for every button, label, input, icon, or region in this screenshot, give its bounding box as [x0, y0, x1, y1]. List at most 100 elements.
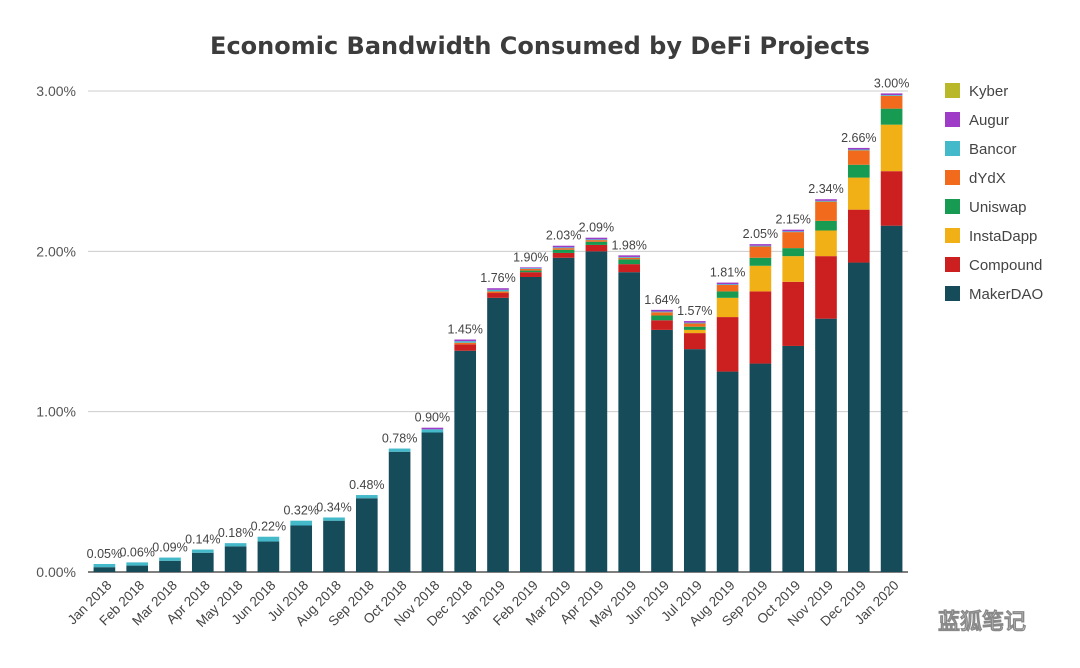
bar-segment-bancor — [749, 245, 772, 247]
total-label: 1.45% — [447, 323, 482, 337]
bar-segment-bancor — [290, 520, 313, 526]
bar-segment-makerdao — [683, 349, 706, 572]
bar-segment-bancor — [519, 268, 542, 269]
bar-segment-augur — [519, 267, 542, 269]
bar-segment-instadapp — [782, 256, 805, 282]
total-label: 0.18% — [218, 526, 253, 540]
bar-segment-bancor — [847, 149, 870, 151]
bar-segment-dydx — [749, 246, 772, 258]
bar-segment-bancor — [487, 289, 509, 292]
bar-segment-makerdao — [585, 251, 608, 573]
bar-segment-bancor — [618, 256, 641, 258]
bar-segment-makerdao — [716, 371, 739, 572]
bar-segment-augur — [552, 245, 575, 248]
bar-segment-augur — [749, 244, 772, 246]
legend-swatch-augur — [945, 112, 960, 127]
total-label: 1.98% — [611, 238, 646, 252]
legend-swatch-instadapp — [945, 228, 960, 243]
bar-segment-instadapp — [716, 297, 739, 318]
legend-label-makerdao: MakerDAO — [969, 286, 1043, 303]
bars — [93, 93, 903, 573]
bar-segment-dydx — [880, 95, 903, 109]
bar-segment-uniswap — [749, 257, 772, 266]
bar-segment-augur — [421, 427, 444, 430]
bar-segment-bancor — [880, 95, 903, 96]
total-label: 2.34% — [808, 182, 843, 196]
bar-segment-bancor — [454, 341, 477, 343]
bar-segment-bancor — [355, 495, 378, 499]
bar-segment-uniswap — [847, 164, 870, 178]
bar-segment-dydx — [651, 312, 673, 316]
bar-segment-compound — [487, 293, 509, 298]
total-label: 1.64% — [644, 293, 679, 307]
bar-segment-makerdao — [782, 345, 805, 572]
bar-segment-makerdao — [323, 520, 345, 572]
bar-segment-bancor — [126, 562, 149, 566]
total-label: 1.90% — [513, 250, 548, 264]
y-tick-label: 3.00% — [36, 83, 76, 99]
legend-swatch-dydx — [945, 170, 960, 185]
bar-segment-compound — [716, 317, 739, 372]
bar-segment-compound — [618, 264, 641, 273]
total-label: 2.66% — [841, 131, 876, 145]
legend-swatch-bancor — [945, 141, 960, 156]
legend-swatch-compound — [945, 257, 960, 272]
bar-segment-augur — [847, 147, 870, 150]
bar-segment-augur — [585, 237, 608, 240]
bar-segment-uniswap — [552, 249, 575, 253]
bar-segment-compound — [847, 209, 870, 263]
bar-segment-dydx — [585, 240, 608, 242]
legend-label-compound: Compound — [969, 257, 1042, 274]
bar-segment-instadapp — [815, 230, 837, 257]
bar-segment-compound — [880, 171, 903, 226]
legend-label-dydx: dYdX — [969, 170, 1006, 187]
bar-segment-compound — [651, 320, 673, 330]
bar-segment-instadapp — [683, 329, 706, 334]
bar-segment-bancor — [388, 448, 411, 452]
bar-segment-makerdao — [454, 350, 477, 572]
bar-segment-dydx — [618, 257, 641, 260]
total-label: 2.05% — [743, 227, 778, 241]
bar-segment-dydx — [847, 150, 870, 165]
bar-segment-uniswap — [683, 326, 706, 330]
total-label: 1.81% — [710, 266, 745, 280]
legend-label-augur: Augur — [969, 112, 1009, 129]
bar-segment-dydx — [815, 201, 837, 221]
chart-title: Economic Bandwidth Consumed by DeFi Proj… — [210, 32, 870, 60]
bar-segment-augur — [487, 288, 509, 290]
bar-segment-augur — [716, 282, 739, 285]
bar-segment-bancor — [159, 557, 181, 561]
bar-segment-augur — [651, 309, 673, 312]
bar-segment-bancor — [552, 247, 575, 249]
bar-segment-bancor — [782, 231, 805, 233]
bar-segment-uniswap — [716, 291, 739, 298]
bar-segment-makerdao — [552, 257, 575, 572]
bar-segment-bancor — [651, 311, 673, 313]
bar-segment-bancor — [683, 322, 706, 324]
legend: Kyber Augur Bancor dYdX Uniswap InstaDapp Comp… — [945, 83, 1043, 303]
total-label: 3.00% — [874, 76, 909, 90]
legend-swatch-kyber — [945, 83, 960, 98]
bar-segment-compound — [815, 256, 837, 319]
bar-segment-uniswap — [880, 108, 903, 125]
total-label: 2.15% — [775, 213, 810, 227]
bar-segment-bancor — [323, 517, 345, 521]
legend-label-kyber: Kyber — [969, 83, 1008, 100]
bar-segment-compound — [749, 291, 772, 364]
total-label: 2.09% — [579, 221, 614, 235]
bar-segment-makerdao — [126, 565, 149, 572]
total-label: 0.09% — [152, 541, 187, 555]
bar-segment-compound — [519, 272, 542, 277]
bar-segment-bancor — [716, 284, 739, 286]
bar-segment-bancor — [224, 543, 247, 547]
bar-segment-uniswap — [585, 241, 608, 245]
bar-segment-bancor — [815, 200, 837, 202]
bar-segment-compound — [683, 333, 706, 350]
bar-segment-bancor — [585, 239, 608, 241]
bar-segment-instadapp — [880, 124, 903, 172]
bar-segment-uniswap — [618, 259, 641, 265]
bar-segment-makerdao — [618, 272, 641, 572]
bar-segment-uniswap — [815, 220, 837, 231]
